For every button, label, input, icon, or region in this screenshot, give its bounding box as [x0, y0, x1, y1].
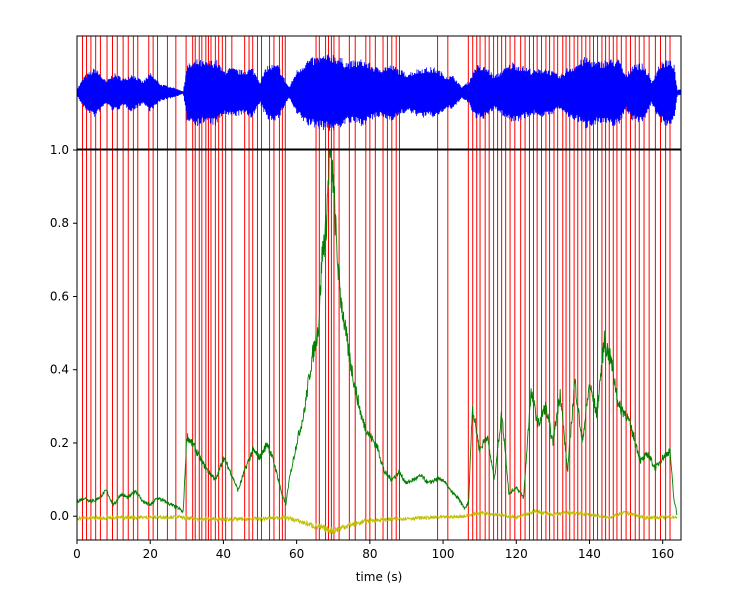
- y-tick-label-0.8: 0.8: [50, 216, 69, 230]
- x-tick-label-80: 80: [362, 547, 377, 561]
- x-axis-ticks: 0 20 40 60 80 100 120 140 160: [73, 540, 674, 561]
- x-axis-label: time (s): [356, 570, 403, 584]
- value-series: [77, 150, 678, 535]
- x-tick-label-120: 120: [505, 547, 528, 561]
- waveform-axes-frame: [76, 35, 682, 150]
- waveform-line: [77, 54, 681, 131]
- x-tick-label-0: 0: [73, 547, 81, 561]
- x-tick-label-60: 60: [289, 547, 304, 561]
- y-tick-label-0: 0.0: [50, 509, 69, 523]
- x-tick-label-140: 140: [578, 547, 601, 561]
- y-tick-label-0.6: 0.6: [50, 289, 69, 303]
- y-tick-label-0.2: 0.2: [50, 436, 69, 450]
- value-axes-frame: [76, 149, 682, 541]
- y-tick-label-1: 1.0: [50, 143, 69, 157]
- waveform-series: [77, 54, 681, 131]
- x-tick-label-160: 160: [651, 547, 674, 561]
- x-tick-label-20: 20: [143, 547, 158, 561]
- x-tick-label-100: 100: [432, 547, 455, 561]
- value-panel: 0 20 40 60 80 100 120 140 160 0.0 0.2 0.4 0.6 0.8 1.0…: [50, 143, 682, 584]
- y-axis-ticks: 0.0 0.2 0.4 0.6 0.8 1.0: [50, 143, 77, 523]
- series-line-0: [77, 150, 678, 516]
- waveform-panel: [76, 35, 682, 150]
- x-tick-label-40: 40: [216, 547, 231, 561]
- bottom-marker-lines: [81, 150, 671, 540]
- y-tick-label-0.4: 0.4: [50, 363, 69, 377]
- series-line-1: [77, 508, 678, 535]
